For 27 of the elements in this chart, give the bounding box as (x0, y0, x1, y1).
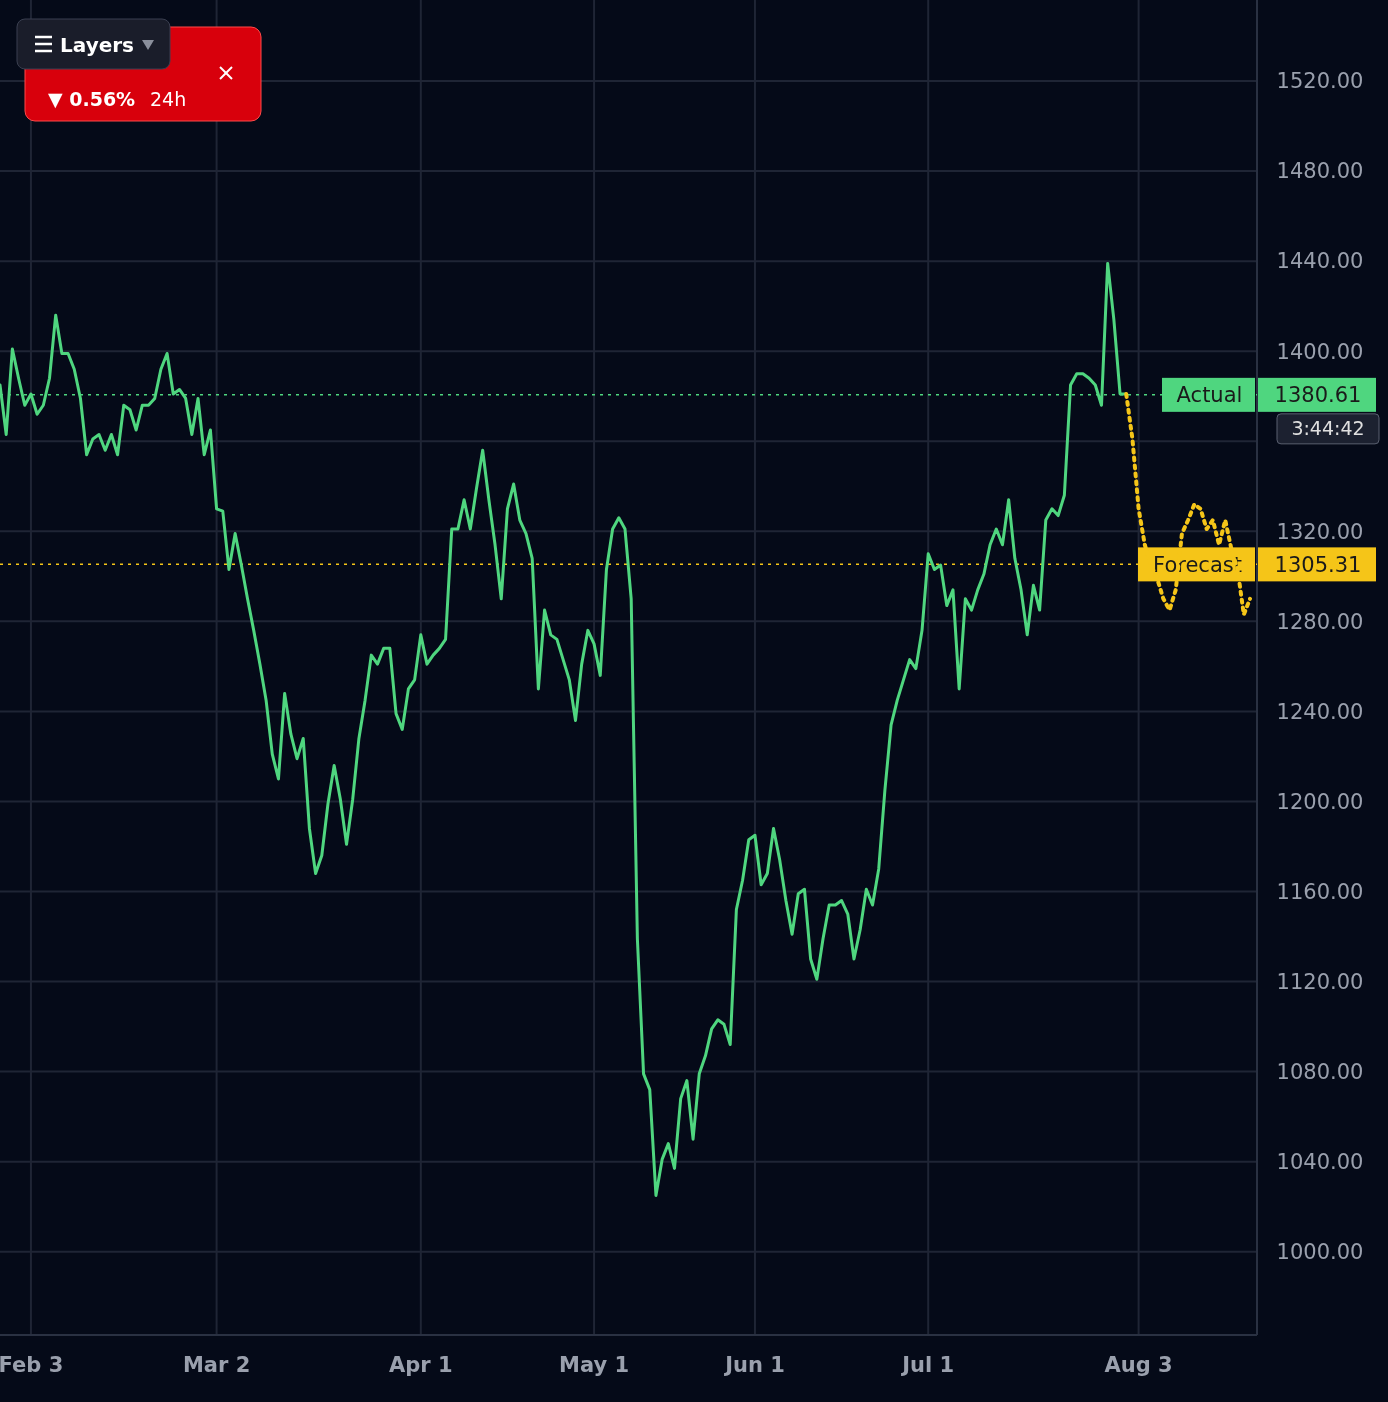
annotation: Layers (60, 33, 134, 57)
annotation: ▼ 0.56% (48, 88, 136, 110)
y-tick-label: 1400.00 (1276, 339, 1364, 364)
x-tick-label: Jul 1 (900, 1353, 955, 1377)
y-tick-label: 1240.00 (1276, 699, 1364, 724)
text: 1305.31 (1274, 552, 1362, 577)
x-tick-label: May 1 (559, 1353, 630, 1377)
y-tick-label: 1120.00 (1276, 969, 1364, 994)
text: 1380.61 (1274, 383, 1362, 408)
x-tick-label: Feb 3 (0, 1353, 64, 1377)
x-tick-label: Jun 1 (723, 1353, 785, 1377)
x-tick-label: Apr 1 (389, 1353, 453, 1377)
y-tick-label: 1080.00 (1276, 1059, 1364, 1084)
x-tick-label: Aug 3 (1104, 1353, 1173, 1377)
x-tick-label: Mar 2 (182, 1353, 251, 1377)
y-tick-label: 1040.00 (1276, 1150, 1364, 1174)
y-tick-label: 1200.00 (1276, 789, 1364, 814)
ref-line-label: Actual (1176, 383, 1243, 408)
annotation: 24h (150, 88, 187, 110)
y-tick-label: 1160.00 (1276, 879, 1364, 904)
y-tick-label: 1000.00 (1276, 1240, 1364, 1265)
y-tick-label: 1440.00 (1276, 249, 1364, 274)
y-tick-label: 1280.00 (1276, 609, 1364, 634)
y-tick-label: 1520.00 (1276, 69, 1364, 94)
y-tick-label: 1480.00 (1276, 159, 1364, 184)
text: 3:44:42 (1291, 417, 1365, 440)
y-tick-label: 1320.00 (1276, 519, 1364, 544)
